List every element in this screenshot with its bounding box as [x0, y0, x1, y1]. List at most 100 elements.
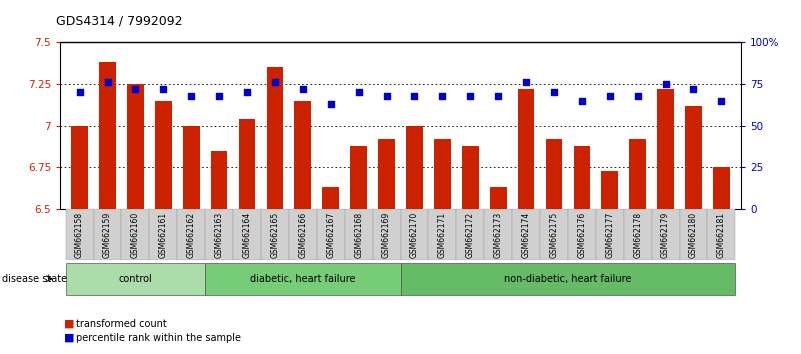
Point [185, 93, 198, 98]
Text: GDS4314 / 7992092: GDS4314 / 7992092 [56, 14, 183, 27]
Point [408, 93, 421, 98]
Bar [574, 145, 590, 209]
Text: GSM662171: GSM662171 [438, 211, 447, 258]
Point [213, 93, 226, 98]
Point [101, 80, 114, 85]
Text: GSM662177: GSM662177 [606, 211, 614, 258]
Bar [205, 263, 400, 295]
Text: percentile rank within the sample: percentile rank within the sample [76, 333, 241, 343]
Bar [322, 187, 339, 209]
Point [520, 80, 533, 85]
Bar [350, 145, 367, 209]
Text: GSM662158: GSM662158 [75, 211, 84, 258]
Bar [344, 209, 372, 260]
Point [631, 93, 644, 98]
Text: GSM662169: GSM662169 [382, 211, 391, 258]
Bar [568, 209, 596, 260]
Bar [177, 209, 205, 260]
Point [436, 93, 449, 98]
Text: GSM662162: GSM662162 [187, 211, 195, 258]
Point [659, 81, 672, 87]
Text: GSM662168: GSM662168 [354, 211, 363, 258]
Point [603, 93, 616, 98]
Bar [71, 126, 88, 209]
Bar [457, 209, 485, 260]
Bar [707, 209, 735, 260]
Bar [289, 209, 316, 260]
Point [73, 90, 86, 95]
Bar [630, 139, 646, 209]
Text: transformed count: transformed count [76, 319, 167, 329]
Text: ■: ■ [64, 333, 74, 343]
Bar [512, 209, 540, 260]
Text: control: control [119, 274, 152, 284]
Bar [295, 101, 312, 209]
Bar [517, 89, 534, 209]
Bar [713, 167, 730, 209]
Bar [378, 139, 395, 209]
Bar [372, 209, 400, 260]
Point [715, 98, 728, 104]
Bar [657, 89, 674, 209]
Text: GSM662167: GSM662167 [326, 211, 336, 258]
Bar [66, 209, 94, 260]
Text: GSM662164: GSM662164 [243, 211, 252, 258]
Bar [99, 62, 116, 209]
Text: non-diabetic, heart failure: non-diabetic, heart failure [505, 274, 632, 284]
Bar [66, 263, 205, 295]
Point [548, 90, 561, 95]
Bar [429, 209, 457, 260]
Point [492, 93, 505, 98]
Bar [211, 151, 227, 209]
Bar [233, 209, 261, 260]
Bar [485, 209, 512, 260]
Point [157, 86, 170, 92]
Bar [545, 139, 562, 209]
Text: GSM662180: GSM662180 [689, 211, 698, 258]
Point [575, 98, 588, 104]
Bar [155, 101, 171, 209]
Bar [183, 126, 199, 209]
Point [352, 90, 365, 95]
Point [129, 86, 142, 92]
Bar [540, 209, 568, 260]
Bar [400, 263, 735, 295]
Text: GSM662166: GSM662166 [298, 211, 308, 258]
Point [380, 93, 393, 98]
Text: GSM662178: GSM662178 [633, 211, 642, 258]
Bar [122, 209, 149, 260]
Bar [434, 139, 451, 209]
Point [240, 90, 253, 95]
Bar [685, 106, 702, 209]
Text: GSM662161: GSM662161 [159, 211, 168, 258]
Bar [267, 68, 284, 209]
Text: GSM662174: GSM662174 [521, 211, 530, 258]
Text: GSM662160: GSM662160 [131, 211, 140, 258]
Point [296, 86, 309, 92]
Bar [239, 119, 256, 209]
Bar [261, 209, 289, 260]
Text: GSM662176: GSM662176 [578, 211, 586, 258]
Text: diabetic, heart failure: diabetic, heart failure [250, 274, 356, 284]
Point [464, 93, 477, 98]
Point [687, 86, 700, 92]
Bar [489, 187, 506, 209]
Point [268, 80, 281, 85]
Bar [149, 209, 177, 260]
Text: GSM662175: GSM662175 [549, 211, 558, 258]
Bar [205, 209, 233, 260]
Bar [316, 209, 344, 260]
Bar [127, 84, 144, 209]
Text: disease state: disease state [2, 274, 66, 284]
Bar [652, 209, 679, 260]
Text: GSM662163: GSM662163 [215, 211, 223, 258]
Bar [400, 209, 429, 260]
Bar [462, 145, 479, 209]
Text: GSM662165: GSM662165 [271, 211, 280, 258]
Bar [94, 209, 122, 260]
Bar [624, 209, 652, 260]
Bar [406, 126, 423, 209]
Bar [596, 209, 624, 260]
Text: GSM662172: GSM662172 [465, 211, 475, 258]
Text: ■: ■ [64, 319, 74, 329]
